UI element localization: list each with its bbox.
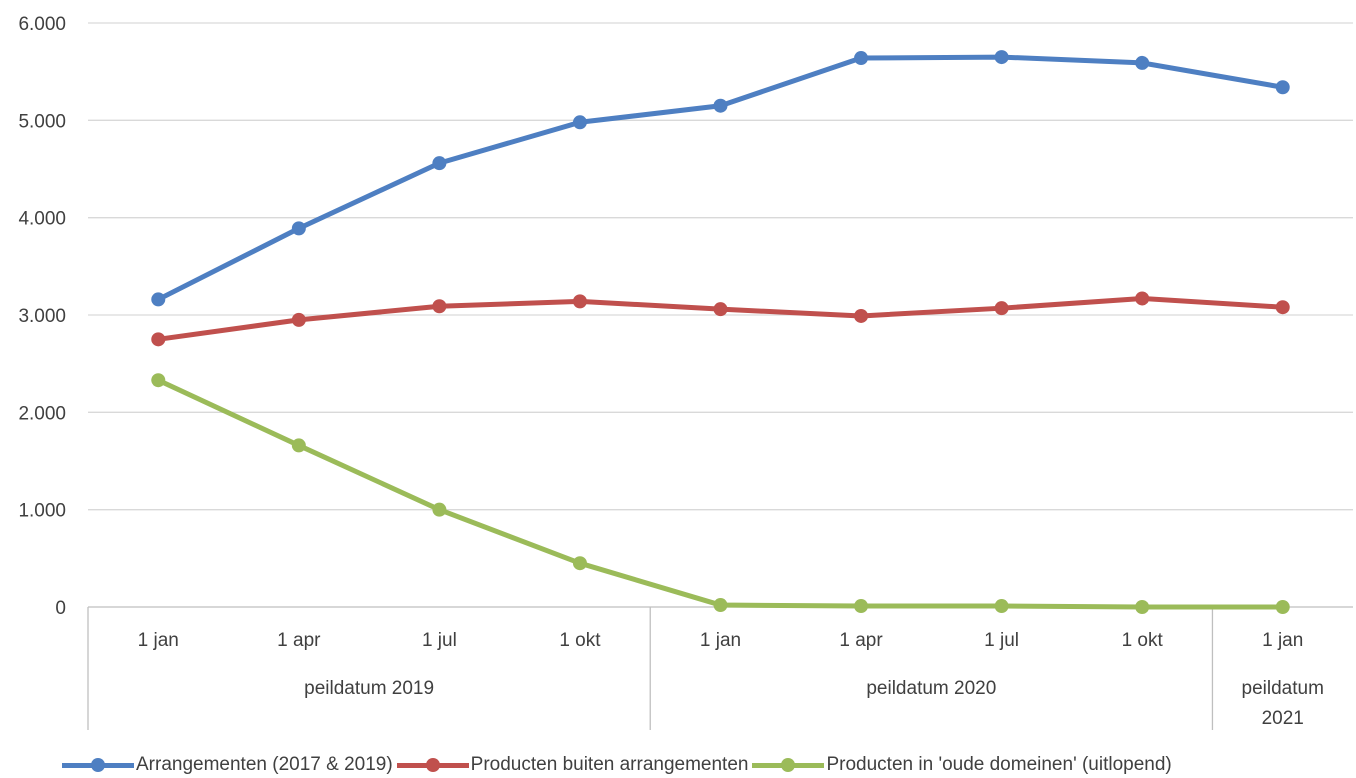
data-point xyxy=(572,556,587,571)
x-tick-label: 1 okt xyxy=(559,630,601,651)
data-point xyxy=(1135,600,1150,614)
data-point xyxy=(1135,291,1150,306)
data-point xyxy=(432,156,447,171)
legend-label-producten-buiten: Producten buiten arrangementen xyxy=(470,754,749,775)
group-label: 2021 xyxy=(1262,708,1304,729)
data-point xyxy=(854,308,869,323)
x-tick-label: 1 jan xyxy=(1262,630,1303,651)
legend-item-oude-domeinen: Producten in 'oude domeinen' (uitlopend) xyxy=(752,754,1172,776)
y-tick-label: 6.000 xyxy=(18,14,66,35)
x-tick-label: 1 jul xyxy=(984,630,1019,651)
data-point xyxy=(713,302,728,317)
data-point xyxy=(994,599,1009,614)
legend-swatch-arrangementen xyxy=(62,755,134,775)
data-point xyxy=(1275,600,1290,614)
y-tick-label: 3.000 xyxy=(18,306,66,327)
data-point xyxy=(994,301,1009,316)
data-point xyxy=(854,51,869,66)
data-point xyxy=(151,332,166,347)
x-tick-label: 1 jan xyxy=(700,630,741,651)
y-axis: 0 1.000 2.000 3.000 4.000 5.000 6.000 xyxy=(18,14,66,619)
series-1 xyxy=(151,50,1290,307)
x-tick-label: 1 jul xyxy=(422,630,457,651)
data-point xyxy=(713,98,728,113)
data-point xyxy=(572,294,587,309)
x-tick-label: 1 jan xyxy=(138,630,179,651)
data-point xyxy=(1275,300,1290,315)
x-tick-label: 1 apr xyxy=(839,630,883,651)
chart-plot-area: 1 jan 1 apr 1 jul 1 okt 1 jan 1 apr 1 jul 1 okt… xyxy=(18,14,1353,730)
legend-item-arrangementen: Arrangementen (2017 & 2019) xyxy=(62,754,393,776)
y-tick-label: 4.000 xyxy=(18,209,66,230)
group-label: peildatum 2019 xyxy=(304,678,434,699)
chart-legend: Arrangementen (2017 & 2019) Producten bu… xyxy=(62,752,1176,778)
series-line xyxy=(155,54,1286,302)
x-axis: 1 jan 1 apr 1 jul 1 okt 1 jan 1 apr 1 jul 1 okt… xyxy=(87,607,1324,730)
series-3 xyxy=(151,373,1290,614)
data-point xyxy=(151,373,166,388)
legend-swatch-oude-domeinen xyxy=(752,755,825,775)
y-tick-label: 1.000 xyxy=(18,501,66,522)
series-lines xyxy=(151,50,1290,614)
data-point xyxy=(291,438,306,453)
y-tick-label: 5.000 xyxy=(18,111,66,132)
series-2 xyxy=(151,291,1290,347)
data-point xyxy=(572,115,587,130)
data-point xyxy=(291,221,306,236)
group-label: peildatum xyxy=(1242,678,1324,699)
data-point xyxy=(713,598,728,613)
y-tick-label: 0 xyxy=(55,598,66,619)
data-point xyxy=(432,299,447,314)
series-line xyxy=(155,377,1286,610)
data-point xyxy=(1135,55,1150,70)
y-tick-label: 2.000 xyxy=(18,403,66,424)
legend-label-oude-domeinen: Producten in 'oude domeinen' (uitlopend) xyxy=(826,754,1172,775)
data-point xyxy=(432,502,447,517)
x-tick-label: 1 okt xyxy=(1122,630,1164,651)
data-point xyxy=(994,50,1009,65)
group-label: peildatum 2020 xyxy=(866,678,996,699)
legend-swatch-producten-buiten xyxy=(396,755,469,775)
legend-item-producten-buiten: Producten buiten arrangementen xyxy=(396,754,749,776)
data-point xyxy=(1275,80,1290,95)
legend-label-arrangementen: Arrangementen (2017 & 2019) xyxy=(136,754,393,775)
data-point xyxy=(151,292,166,307)
data-point xyxy=(854,599,869,614)
data-point xyxy=(291,312,306,327)
x-tick-label: 1 apr xyxy=(277,630,321,651)
